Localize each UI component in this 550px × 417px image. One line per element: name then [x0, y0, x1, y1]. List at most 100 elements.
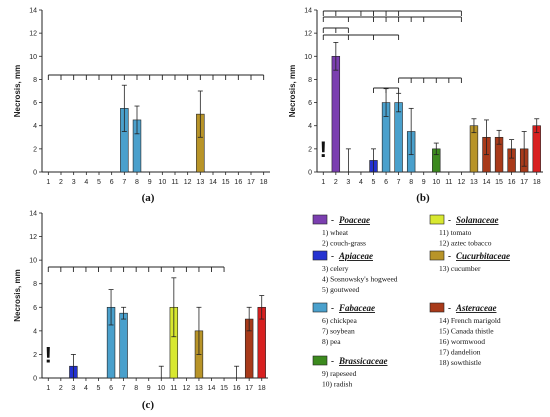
x-tick-label: 8	[135, 179, 139, 186]
y-axis-label: Necrosis, mm	[288, 65, 297, 117]
legend-family-name: Cucurbitaceae	[456, 251, 510, 261]
y-tick-label: 8	[308, 77, 312, 84]
y-tick-label: 12	[304, 31, 312, 38]
x-tick-label: 3	[71, 385, 75, 392]
y-tick-label: 12	[29, 31, 37, 38]
legend-item: 18) sowthistle	[439, 358, 482, 367]
y-tick-label: 8	[33, 77, 37, 84]
y-tick-label: 6	[308, 100, 312, 107]
x-tick-label: 18	[258, 385, 266, 392]
y-tick-label: 6	[33, 100, 37, 107]
y-tick-label: 2	[33, 352, 37, 359]
x-tick-label: 10	[157, 385, 165, 392]
x-tick-label: 5	[372, 179, 376, 186]
x-tick-label: 9	[422, 179, 426, 186]
bar	[331, 55, 341, 173]
legend-item: 6) chickpea	[322, 316, 357, 325]
legend-entry-poaceae: - Poaceae 1) wheat 2) couch-grass	[312, 214, 370, 248]
legend-item: 14) French marigold	[439, 316, 501, 325]
x-tick-label: 13	[195, 385, 203, 392]
legend-entry-cucurbitaceae: - Cucurbitaceae 13) cucumber	[429, 250, 510, 273]
legend-swatch	[429, 214, 445, 225]
panel-label: (a)	[142, 192, 155, 204]
y-tick-label: 4	[33, 123, 37, 130]
legend-item: 2) couch-grass	[322, 239, 366, 248]
legend-item: 7) soybean	[322, 327, 355, 336]
x-tick-label: 9	[147, 385, 151, 392]
x-tick-label: 11	[445, 179, 452, 186]
legend-item: 15) Canada thistle	[439, 327, 494, 336]
exclamation-mark: !	[320, 137, 327, 162]
x-tick-label: 14	[209, 179, 217, 186]
x-tick-label: 13	[470, 179, 478, 186]
x-tick-label: 18	[533, 179, 541, 186]
x-tick-label: 6	[384, 179, 388, 186]
x-tick-label: 5	[97, 385, 101, 392]
x-tick-label: 12	[457, 179, 465, 186]
legend-entry-asteraceae: - Asteraceae 14) French marigold 15) Canada…	[429, 302, 501, 367]
legend-dash: -	[448, 215, 451, 225]
x-tick-label: 3	[346, 179, 350, 186]
legend-swatch	[312, 214, 328, 225]
y-tick-label: 10	[29, 258, 37, 265]
y-axis-label: Necrosis, mm	[13, 269, 22, 321]
legend-item: 1) wheat	[322, 228, 349, 237]
legend-item: 10) radish	[322, 380, 352, 389]
x-tick-label: 16	[234, 179, 242, 186]
y-tick-label: 2	[308, 146, 312, 153]
panel-label: (b)	[416, 192, 430, 204]
x-tick-label: 8	[409, 179, 413, 186]
bar	[394, 102, 403, 173]
legend-item: 11) tomato	[439, 228, 472, 237]
x-tick-label: 12	[182, 385, 190, 392]
legend-dash: -	[448, 303, 451, 313]
y-tick-label: 14	[304, 8, 312, 15]
x-tick-label: 7	[122, 385, 126, 392]
legend-family-name: Brassicaceae	[338, 356, 388, 366]
x-tick-label: 2	[334, 179, 338, 186]
x-tick-label: 3	[72, 179, 76, 186]
y-tick-label: 0	[308, 170, 312, 177]
y-tick-label: 12	[29, 234, 37, 241]
legend-dash: -	[331, 303, 334, 313]
x-tick-label: 11	[171, 179, 178, 186]
legend-swatch	[312, 250, 328, 261]
legend-dash: -	[331, 251, 334, 261]
legend-item: 13) cucumber	[439, 264, 481, 273]
x-tick-label: 7	[122, 179, 126, 186]
y-tick-label: 14	[29, 211, 37, 218]
y-tick-label: 10	[304, 54, 312, 61]
x-tick-label: 14	[208, 385, 216, 392]
x-tick-label: 13	[196, 179, 204, 186]
x-tick-label: 15	[222, 179, 230, 186]
x-tick-label: 1	[46, 385, 50, 392]
x-tick-label: 6	[110, 179, 114, 186]
y-axis-label: Necrosis, mm	[13, 65, 22, 117]
panel-label: (c)	[142, 399, 155, 411]
x-tick-label: 2	[59, 385, 63, 392]
x-tick-label: 17	[247, 179, 255, 186]
legend-entry-apiaceae: - Apiaceae 3) celery 4) Sosnowsky's hogweed…	[312, 250, 398, 294]
legend-item: 16) wormwood	[439, 337, 485, 346]
x-tick-label: 10	[158, 179, 166, 186]
legend-family-name: Apiaceae	[338, 251, 373, 261]
x-tick-label: 2	[59, 179, 63, 186]
x-tick-label: 14	[483, 179, 491, 186]
legend-dash: -	[331, 215, 334, 225]
exclamation-mark: !	[45, 343, 52, 368]
legend-family-name: Fabaceae	[338, 303, 375, 313]
legend-swatch	[429, 302, 445, 313]
legend-dash: -	[448, 251, 451, 261]
x-tick-label: 5	[97, 179, 101, 186]
x-tick-label: 8	[134, 385, 138, 392]
x-tick-label: 10	[432, 179, 440, 186]
legend-entry-solanaceae: - Solanaceae 11) tomato 12) aztec tobacco	[429, 214, 499, 248]
legend-swatch	[312, 355, 328, 366]
x-tick-label: 17	[520, 179, 528, 186]
x-tick-label: 4	[84, 385, 88, 392]
y-tick-label: 4	[308, 123, 312, 130]
legend-item: 17) dandelion	[439, 348, 481, 357]
